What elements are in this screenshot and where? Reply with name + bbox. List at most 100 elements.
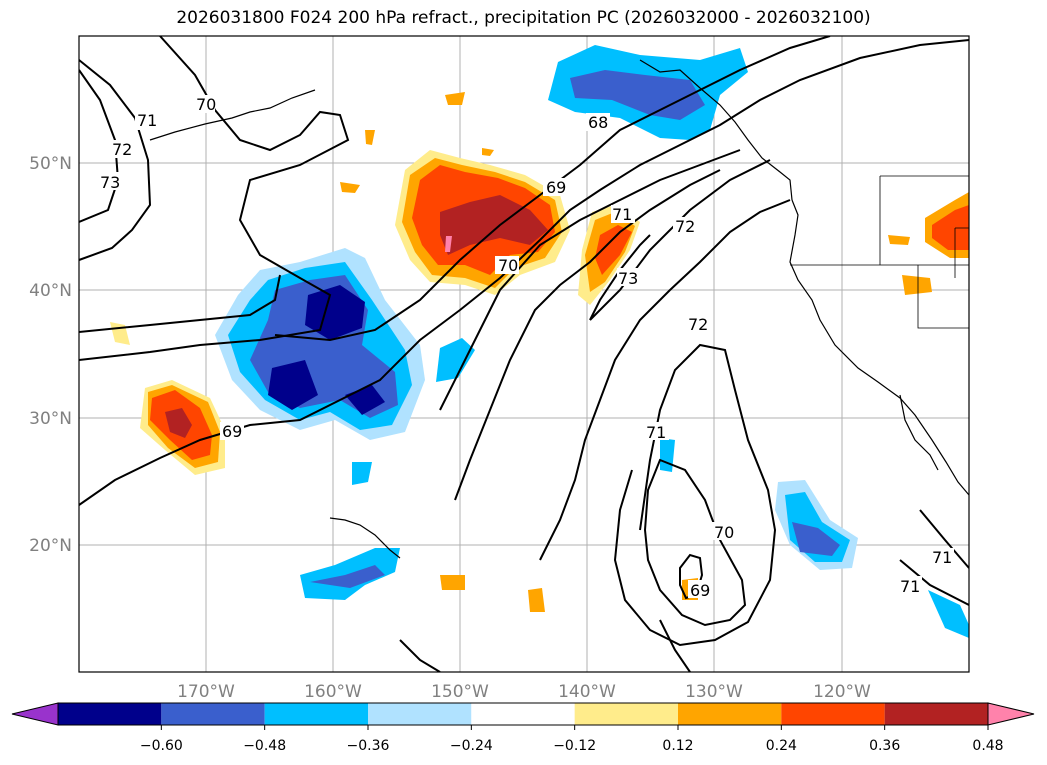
contour-line-8 [454,169,721,501]
pos-area-west-core [165,408,192,438]
colorbar-tick-label: −0.60 [140,738,183,754]
coastline-aleutians [149,89,316,141]
colorbar-tick-label: −0.12 [553,738,596,754]
coastline-baja [899,394,939,471]
contour-line-12 [613,343,777,647]
neg-area-central-pacific-core [268,285,385,415]
colorbar-ticks: −0.60 −0.48 −0.36 −0.24 −0.12 0.12 0.24 0.36 0.4… [140,725,1004,754]
contour-label: 72 [112,140,132,159]
lon-label-160w: 160°W [304,682,362,702]
contour-line-9 [539,199,791,561]
pos-area-small-j [482,148,494,156]
plot-area [79,36,969,672]
contour-label: 71 [646,423,666,442]
colorbar-tick-label: 0.24 [766,738,797,754]
contour-line-1 [79,59,152,261]
contour-label: 69 [546,178,566,197]
colorbar-segment [161,703,265,725]
colorbar-tick-label: 0.12 [662,738,693,754]
contour-labels: 70 71 72 73 68 69 70 71 72 73 69 72 71 [100,95,954,600]
neg-area-southeast-strong [792,522,840,556]
pos-area-band-strong [595,225,632,275]
colorbar-segment [264,703,368,725]
pos-area-small-c [440,575,465,590]
coastline-hawaii [329,517,401,559]
contour-label: 73 [100,173,120,192]
contour-label: 71 [900,577,920,596]
contour-label: 69 [222,422,242,441]
colorbar-tick-label: −0.48 [243,738,286,754]
neg-area-gulf-alaska-strong [570,70,705,120]
colorbar-segment [368,703,472,725]
longitude-labels: 170°W 160°W 150°W 140°W 130°W 120°W [177,682,871,702]
colorbar-segment [781,703,885,725]
contour-line-4 [79,274,281,333]
contour-label: 72 [675,217,695,236]
pos-area-small-a [445,92,465,105]
colorbar-extend-right [987,702,1035,726]
lon-label-170w: 170°W [177,682,235,702]
colorbar-segment [471,703,575,725]
neg-area-small-a [436,338,475,382]
contour-label: 70 [196,95,216,114]
lat-label-40n: 40°N [29,281,72,301]
gridlines [79,36,969,672]
colorbar-tick-label: 0.48 [972,738,1003,754]
colorbar-segment [678,703,782,725]
colorbar: −0.60 −0.48 −0.36 −0.24 −0.12 0.12 0.24 0.36 0.4… [11,702,1035,754]
lon-label-120w: 120°W [813,682,871,702]
lon-label-130w: 130°W [685,682,743,702]
pos-area-small-b [340,182,360,193]
contour-label: 71 [932,548,952,567]
contour-line-2 [79,69,120,223]
plot-border [78,35,970,673]
contour-line-3 [79,36,350,361]
contour-line-15 [919,509,969,569]
map-title: 2026031800 F024 200 hPa refract., precip… [176,8,871,28]
lat-label-20n: 20°N [29,536,72,556]
pos-area-small-h [888,235,910,245]
contour-line-17 [399,639,441,672]
coastlines [149,59,969,559]
contour-line-7 [439,149,741,411]
neg-area-small-d [928,590,969,638]
contour-label: 71 [612,205,632,224]
colorbar-segments [57,702,989,726]
contour-label: 71 [137,111,157,130]
contour-label: 69 [690,581,710,600]
contour-label: 73 [618,269,638,288]
coastline-north-america-west [789,199,969,496]
pos-area-northeast-pacific-peak [445,236,452,252]
latitude-labels: 20°N 30°N 40°N 50°N [29,154,72,556]
lat-label-50n: 50°N [29,154,72,174]
contour-label: 68 [588,113,608,132]
pos-area-pacific-northwest-strong [932,205,969,250]
precip-negative-areas [215,45,969,638]
colorbar-extend-left [11,702,59,726]
contour-line-10 [589,159,771,321]
colorbar-tick-label: −0.24 [450,738,493,754]
contour-label: 70 [714,523,734,542]
borders [790,175,969,329]
pos-area-small-d [528,588,545,612]
lon-label-140w: 140°W [558,682,616,702]
neg-area-small-b [352,462,372,485]
coastline-alaska-panhandle [639,59,793,201]
contour-label: 70 [498,256,518,275]
pos-area-small-g [902,275,932,295]
colorbar-segment [58,703,162,725]
precip-positive-areas [110,92,969,612]
colorbar-segment [884,703,988,725]
contour-label: 72 [688,315,708,334]
lat-label-30n: 30°N [29,409,72,429]
neg-area-southwest-strong [310,565,385,588]
pos-area-small-i [365,130,375,145]
contour-line-16 [899,559,969,606]
border-states [790,176,969,329]
colorbar-tick-label: −0.36 [347,738,390,754]
lon-label-150w: 150°W [431,682,489,702]
colorbar-tick-label: 0.36 [869,738,900,754]
contour-line-18 [659,619,691,672]
contour-line-13 [643,458,747,627]
